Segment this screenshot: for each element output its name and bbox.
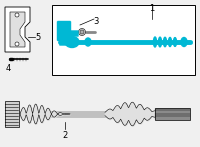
FancyBboxPatch shape xyxy=(68,30,79,36)
FancyBboxPatch shape xyxy=(155,108,190,120)
FancyBboxPatch shape xyxy=(5,101,19,127)
Text: 1: 1 xyxy=(149,4,155,13)
Text: 5: 5 xyxy=(35,32,41,41)
Ellipse shape xyxy=(154,37,156,47)
Text: 4: 4 xyxy=(5,64,11,73)
Ellipse shape xyxy=(158,37,162,47)
Polygon shape xyxy=(10,12,25,47)
Ellipse shape xyxy=(80,30,84,34)
Ellipse shape xyxy=(78,29,86,35)
Ellipse shape xyxy=(15,13,19,17)
Ellipse shape xyxy=(164,37,166,47)
Ellipse shape xyxy=(181,37,187,46)
FancyBboxPatch shape xyxy=(57,21,71,41)
Text: 2: 2 xyxy=(62,131,68,140)
Ellipse shape xyxy=(85,38,91,46)
FancyBboxPatch shape xyxy=(60,39,71,46)
Text: 3: 3 xyxy=(93,17,99,26)
Ellipse shape xyxy=(15,42,19,46)
Ellipse shape xyxy=(65,36,79,47)
Ellipse shape xyxy=(174,38,177,46)
FancyBboxPatch shape xyxy=(52,5,195,75)
Polygon shape xyxy=(5,7,30,52)
Ellipse shape xyxy=(168,37,172,47)
